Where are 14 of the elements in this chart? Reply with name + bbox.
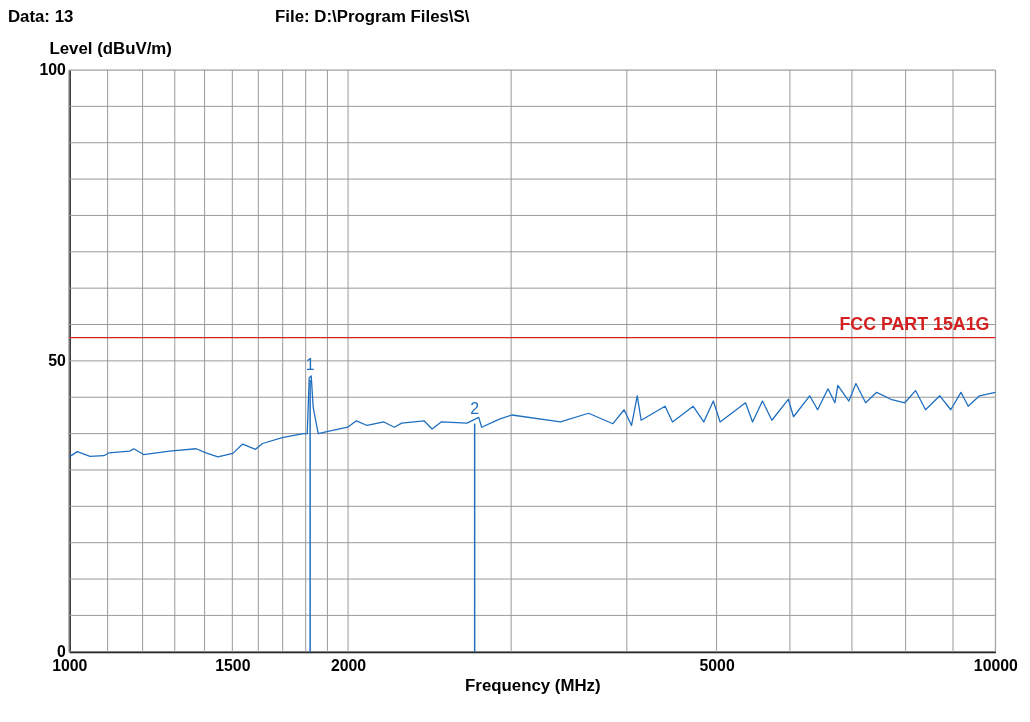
ref-line-label: FCC PART 15A1G <box>839 313 990 334</box>
text: Data: 13 <box>7 6 74 26</box>
y-tick-label: 50 <box>48 352 66 370</box>
x-tick-label: 1500 <box>215 657 251 675</box>
x-tick-label: 10000 <box>973 657 1019 675</box>
x-tick-label: 1000 <box>52 657 88 675</box>
annotation: 1 <box>305 356 315 374</box>
x-tick-label: 5000 <box>699 657 735 675</box>
x-tick-label: 2000 <box>330 657 367 675</box>
y-axis-title: Level (dBuV/m) <box>49 39 172 59</box>
annotation: 2 <box>470 399 480 417</box>
y-tick-label: 100 <box>39 61 66 79</box>
x-axis-title: Frequency (MHz) <box>465 675 601 695</box>
text: File: D:\Program Files\S\ <box>275 6 470 26</box>
